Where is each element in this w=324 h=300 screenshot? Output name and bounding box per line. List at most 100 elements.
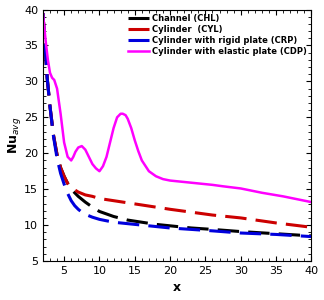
Cylinder with elastic plate (CDP)	[74, 150, 77, 154]
Cylinder with elastic plate (CDP)	[203, 182, 207, 186]
Cylinder with elastic plate (CDP)	[239, 187, 243, 190]
Cylinder with rigid plate (CRP)	[55, 157, 59, 160]
Cylinder with elastic plate (CDP)	[105, 155, 109, 159]
Cylinder  (CYL)	[98, 197, 101, 200]
Channel (CHL)	[83, 200, 87, 204]
Cylinder  (CYL)	[211, 213, 214, 217]
Cylinder with elastic plate (CDP)	[129, 126, 133, 130]
Cylinder with elastic plate (CDP)	[69, 159, 73, 162]
Cylinder  (CYL)	[239, 216, 243, 220]
Cylinder with elastic plate (CDP)	[182, 180, 186, 184]
Cylinder with elastic plate (CDP)	[168, 179, 172, 182]
Cylinder with rigid plate (CRP)	[98, 218, 101, 221]
Cylinder with elastic plate (CDP)	[62, 141, 66, 144]
Cylinder with rigid plate (CRP)	[211, 229, 214, 233]
Cylinder with elastic plate (CDP)	[196, 182, 200, 185]
Cylinder with elastic plate (CDP)	[87, 155, 91, 159]
Cylinder  (CYL)	[43, 44, 47, 47]
Cylinder  (CYL)	[73, 188, 77, 192]
Cylinder with rigid plate (CRP)	[112, 220, 116, 224]
Channel (CHL)	[45, 76, 49, 80]
Cylinder with elastic plate (CDP)	[161, 177, 165, 181]
Cylinder with elastic plate (CDP)	[42, 26, 46, 29]
Cylinder with elastic plate (CDP)	[126, 117, 130, 121]
Cylinder with elastic plate (CDP)	[48, 71, 52, 75]
Cylinder with rigid plate (CRP)	[45, 76, 49, 80]
Cylinder with elastic plate (CDP)	[140, 159, 144, 162]
Cylinder  (CYL)	[126, 201, 130, 205]
Cylinder with rigid plate (CRP)	[69, 199, 73, 202]
Channel (CHL)	[140, 220, 144, 224]
Cylinder with elastic plate (CDP)	[147, 169, 151, 173]
Cylinder with elastic plate (CDP)	[119, 112, 122, 116]
Line: Cylinder with elastic plate (CDP): Cylinder with elastic plate (CDP)	[43, 13, 311, 202]
Cylinder with elastic plate (CDP)	[52, 78, 56, 82]
Cylinder  (CYL)	[45, 76, 49, 80]
Cylinder with elastic plate (CDP)	[136, 149, 140, 153]
Cylinder with rigid plate (CRP)	[126, 222, 130, 226]
Line: Channel (CHL): Channel (CHL)	[43, 13, 311, 236]
Cylinder with elastic plate (CDP)	[94, 167, 98, 170]
Cylinder  (CYL)	[69, 185, 73, 189]
Cylinder with elastic plate (CDP)	[98, 169, 101, 173]
Channel (CHL)	[239, 230, 243, 233]
Line: Cylinder with rigid plate (CRP): Cylinder with rigid plate (CRP)	[43, 13, 311, 237]
Cylinder with elastic plate (CDP)	[260, 191, 264, 195]
Cylinder  (CYL)	[189, 210, 193, 214]
Cylinder with elastic plate (CDP)	[50, 76, 54, 80]
Cylinder with elastic plate (CDP)	[154, 174, 158, 178]
Cylinder with rigid plate (CRP)	[66, 192, 70, 195]
Cylinder with rigid plate (CRP)	[154, 225, 158, 228]
Cylinder with rigid plate (CRP)	[168, 226, 172, 230]
Cylinder with elastic plate (CDP)	[115, 116, 119, 119]
Channel (CHL)	[90, 205, 94, 209]
Cylinder with elastic plate (CDP)	[80, 144, 84, 148]
Channel (CHL)	[189, 226, 193, 230]
Cylinder  (CYL)	[154, 205, 158, 209]
Cylinder with rigid plate (CRP)	[83, 212, 87, 216]
Cylinder with rigid plate (CRP)	[309, 235, 313, 238]
Cylinder with rigid plate (CRP)	[43, 44, 47, 47]
Cylinder  (CYL)	[52, 134, 55, 137]
Cylinder  (CYL)	[309, 226, 313, 229]
Channel (CHL)	[52, 134, 55, 137]
Cylinder with elastic plate (CDP)	[112, 126, 116, 130]
Cylinder with rigid plate (CRP)	[59, 172, 63, 175]
Cylinder  (CYL)	[274, 221, 278, 225]
Legend: Channel (CHL), Cylinder  (CYL), Cylinder with rigid plate (CRP), Cylinder with e: Channel (CHL), Cylinder (CYL), Cylinder …	[126, 12, 309, 58]
Channel (CHL)	[41, 11, 45, 15]
Cylinder  (CYL)	[41, 11, 45, 15]
Cylinder with elastic plate (CDP)	[66, 155, 70, 159]
Cylinder  (CYL)	[55, 153, 59, 157]
X-axis label: x: x	[173, 281, 181, 294]
Cylinder with elastic plate (CDP)	[101, 164, 105, 168]
Cylinder  (CYL)	[66, 182, 70, 185]
Cylinder with elastic plate (CDP)	[90, 162, 94, 166]
Cylinder  (CYL)	[112, 199, 116, 202]
Channel (CHL)	[154, 223, 158, 226]
Cylinder with rigid plate (CRP)	[80, 210, 84, 214]
Channel (CHL)	[62, 174, 66, 178]
Cylinder  (CYL)	[48, 105, 52, 108]
Cylinder with rigid plate (CRP)	[274, 232, 278, 236]
Cylinder  (CYL)	[59, 166, 63, 169]
Cylinder with elastic plate (CDP)	[46, 58, 50, 62]
Cylinder  (CYL)	[83, 193, 87, 197]
Cylinder  (CYL)	[140, 203, 144, 207]
Cylinder  (CYL)	[90, 195, 94, 198]
Cylinder with elastic plate (CDP)	[83, 148, 87, 152]
Cylinder with elastic plate (CDP)	[124, 113, 128, 117]
Cylinder with rigid plate (CRP)	[48, 105, 52, 108]
Channel (CHL)	[98, 210, 101, 213]
Line: Cylinder  (CYL): Cylinder (CYL)	[43, 13, 311, 227]
Cylinder with elastic plate (CDP)	[281, 195, 285, 198]
Cylinder with rigid plate (CRP)	[189, 228, 193, 231]
Cylinder with elastic plate (CDP)	[309, 200, 313, 204]
Channel (CHL)	[76, 195, 80, 198]
Cylinder with rigid plate (CRP)	[73, 204, 77, 208]
Cylinder with elastic plate (CDP)	[41, 11, 45, 15]
Channel (CHL)	[126, 218, 130, 222]
Cylinder with rigid plate (CRP)	[90, 215, 94, 219]
Y-axis label: Nu$_{avg}$: Nu$_{avg}$	[6, 117, 23, 154]
Channel (CHL)	[69, 188, 73, 191]
